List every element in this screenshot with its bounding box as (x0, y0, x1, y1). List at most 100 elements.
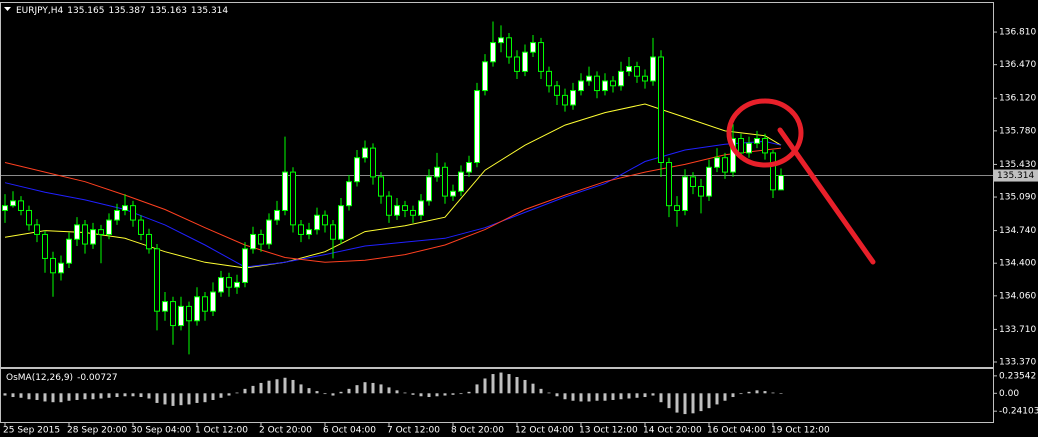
candle-body (562, 94, 568, 106)
osc-bar (555, 393, 559, 397)
x-tick-label: 12 Oct 04:00 (515, 426, 574, 436)
osc-bar (251, 385, 255, 394)
osc-bar (299, 384, 303, 394)
osc-bar (475, 384, 479, 394)
candle-body (122, 205, 128, 211)
candle-body (130, 205, 136, 221)
osc-bar (451, 393, 455, 395)
osc-last: -0.00727 (77, 373, 117, 383)
y-tick-label: 134.060 (999, 291, 1036, 301)
candle-body (714, 157, 720, 168)
candle-body (266, 219, 272, 245)
osc-bar (107, 393, 111, 398)
osc-bar (291, 379, 295, 394)
candle-body (362, 147, 368, 159)
y-tick-label: 133.370 (999, 358, 1036, 368)
candle-body (554, 85, 560, 96)
osc-bar (195, 393, 199, 403)
osc-bar (371, 382, 375, 394)
osc-bar (539, 388, 543, 394)
candle-body (746, 142, 752, 154)
candle-body (706, 166, 712, 197)
candle-body (274, 209, 280, 221)
menu-triangle[interactable] (4, 7, 11, 11)
symbol: EURJPY,H4 (16, 6, 64, 16)
candle-body (698, 185, 704, 197)
osc-bar (11, 393, 15, 398)
osc-bar (747, 391, 751, 394)
candle-body (146, 233, 152, 250)
candle-body (530, 42, 536, 53)
osc-bar (115, 393, 119, 398)
y-tick-label: -0.24103 (999, 407, 1038, 417)
x-tick-label: 19 Oct 12:00 (771, 426, 830, 436)
osc-bar (283, 377, 287, 394)
osc-bar (483, 378, 487, 394)
osc-bar (331, 393, 335, 396)
y-tick-label: 134.740 (999, 226, 1036, 236)
candle-body (170, 301, 176, 327)
osc-bar (531, 383, 535, 394)
candle-body (474, 90, 480, 164)
x-tick-label: 6 Oct 04:00 (323, 426, 376, 436)
y-tick-label: 133.710 (999, 325, 1036, 335)
x-tick-label: 16 Oct 04:00 (707, 426, 766, 436)
candle-body (98, 229, 104, 235)
osc-bar (227, 393, 231, 396)
osc-bar (507, 374, 511, 394)
osc-bar (579, 393, 583, 402)
candle-body (2, 205, 8, 211)
candle-body (66, 238, 72, 264)
candle-body (402, 205, 408, 211)
osc-bar (235, 392, 239, 394)
osc-bar (155, 393, 159, 403)
candle-body (42, 233, 48, 259)
candle-body (738, 138, 744, 154)
osc-bar (59, 393, 63, 403)
osc-bar (187, 393, 191, 405)
osc-bar (83, 393, 87, 400)
osc-bar (563, 393, 567, 400)
osc-bar (467, 391, 471, 394)
candle-body (458, 171, 464, 192)
candle-body (506, 37, 512, 58)
osc-bar (131, 393, 135, 397)
y-tick-label: 136.810 (999, 28, 1036, 38)
candle-body (498, 37, 504, 44)
osc-bar (739, 393, 743, 395)
candle-body (338, 205, 344, 240)
osc-bar (19, 393, 23, 398)
candle-body (650, 56, 656, 82)
candle-body (282, 171, 288, 211)
osc-bar (515, 377, 519, 394)
osc-bar (51, 393, 55, 403)
candle-body (322, 214, 328, 226)
osc-bar (275, 379, 279, 394)
osc-bar (219, 393, 223, 398)
osc-bar (427, 393, 431, 398)
x-tick-label: 1 Oct 12:00 (195, 426, 248, 436)
highlight-circle (726, 98, 804, 168)
price-label-box (994, 169, 1038, 182)
osc-bar (755, 390, 759, 394)
candle-body (154, 248, 160, 312)
osc-bar (723, 393, 727, 401)
osc-bar (147, 393, 151, 399)
candle-body (658, 56, 664, 164)
osc-bar (659, 393, 663, 403)
candle-body (634, 66, 640, 77)
candle-body (594, 75, 600, 92)
candle-body (58, 262, 64, 274)
x-tick-label: 14 Oct 20:00 (643, 426, 702, 436)
osc-bar (315, 391, 319, 394)
candle-body (450, 190, 456, 197)
osc-bar (619, 393, 623, 400)
osc-bar (715, 393, 719, 405)
plot-layer: 136.810 136.470 136.120 135.780 135.430 135.0… (0, 21, 1038, 436)
osc-bar (307, 388, 311, 394)
candle-body (778, 175, 784, 191)
candle-body (586, 75, 592, 82)
osc-bar (643, 393, 647, 398)
candle-body (578, 80, 584, 92)
osc-bar (91, 393, 95, 400)
